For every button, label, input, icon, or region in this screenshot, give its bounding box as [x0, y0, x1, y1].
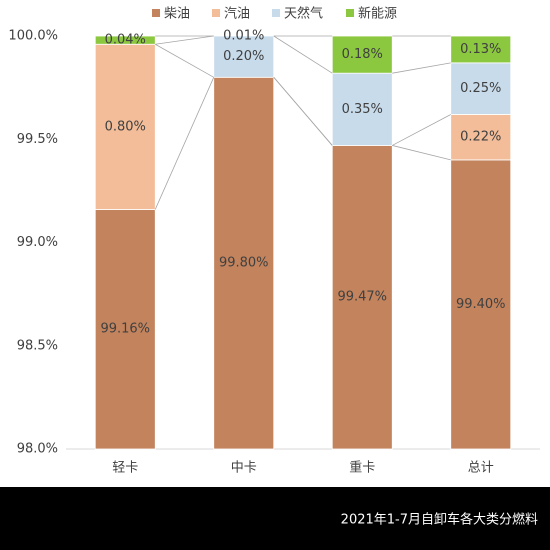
- data-label: 0.35%: [342, 102, 383, 117]
- connector: [392, 62, 451, 74]
- y-tick-label: 98.0%: [17, 442, 58, 457]
- legend-label: 柴油: [164, 7, 190, 22]
- data-label: 99.47%: [337, 290, 387, 305]
- legend-label: 天然气: [284, 6, 323, 22]
- bar-segment: [213, 76, 275, 450]
- bar-segment: [450, 114, 512, 161]
- bar-segment: [450, 35, 512, 64]
- connector: [154, 77, 215, 210]
- legend-label: 新能源: [358, 6, 397, 22]
- connector: [155, 43, 214, 78]
- x-tick-label: 总计: [468, 461, 494, 476]
- data-label: 0.04%: [105, 33, 146, 48]
- y-tick-label: 98.5%: [17, 338, 58, 353]
- connector: [392, 114, 451, 146]
- connector: [392, 145, 451, 161]
- legend-swatch: [152, 9, 160, 17]
- legend-swatch: [212, 9, 220, 17]
- bar-segment: [331, 145, 393, 450]
- legend-swatch: [272, 9, 280, 17]
- bar-segment: [213, 35, 275, 78]
- footer: [0, 487, 550, 550]
- x-tick-label: 重卡: [349, 460, 375, 476]
- bar-segment: [94, 43, 156, 210]
- caption: 2021年1-7月自卸车各大类分燃料: [341, 512, 538, 528]
- data-label: 99.16%: [100, 322, 150, 337]
- y-tick-label: 99.0%: [17, 235, 58, 250]
- data-label: 0.22%: [460, 130, 501, 145]
- legend-swatch: [346, 9, 354, 17]
- legend-label: 汽油: [224, 7, 250, 22]
- y-tick-label: 99.5%: [17, 132, 58, 147]
- data-label: 0.20%: [223, 49, 264, 64]
- data-label: 0.25%: [460, 81, 501, 96]
- y-tick-label: 100.0%: [8, 29, 58, 44]
- connector: [273, 35, 333, 74]
- bar-segment: [94, 209, 156, 450]
- bar-segment: [331, 72, 393, 146]
- data-label: 0.80%: [105, 119, 146, 134]
- x-tick-label: 中卡: [231, 461, 257, 476]
- x-tick-label: 轻卡: [112, 461, 138, 476]
- bar-segment: [450, 159, 512, 450]
- bar-segment: [94, 35, 156, 45]
- data-label: 0.18%: [342, 47, 383, 62]
- data-label: 99.40%: [456, 297, 506, 312]
- data-label: 0.13%: [460, 42, 501, 57]
- connector: [155, 35, 214, 45]
- bar-segment: [450, 62, 512, 115]
- data-label: 0.01%: [223, 29, 264, 44]
- data-label: 99.80%: [219, 256, 269, 271]
- connector: [273, 77, 333, 146]
- bar-segment: [331, 35, 393, 74]
